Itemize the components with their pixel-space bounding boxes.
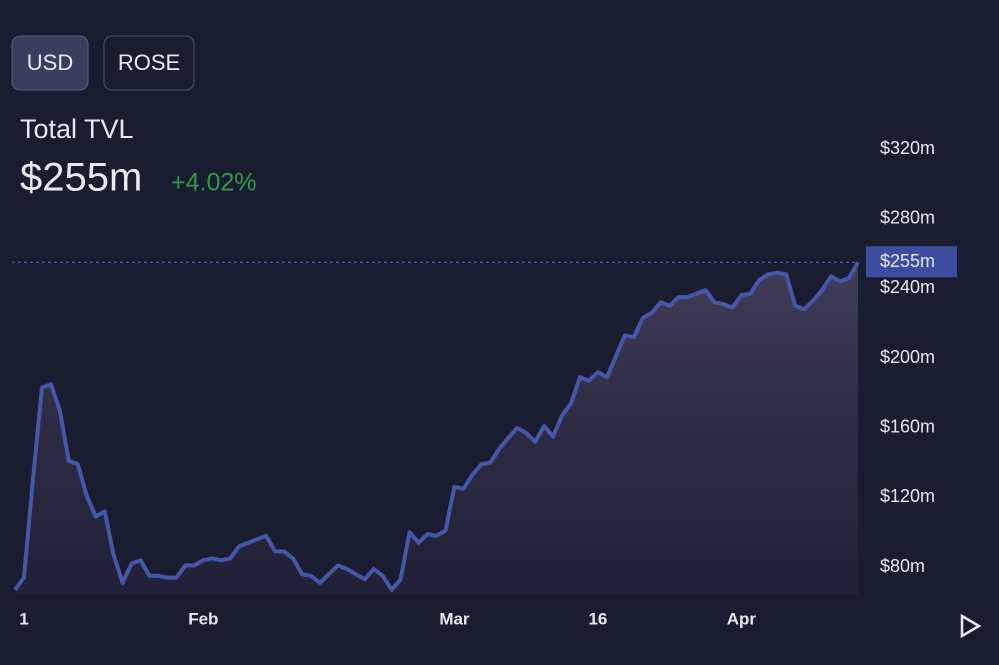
chart-title: Total TVL <box>20 114 134 144</box>
y-tick-label: $160m <box>880 417 935 437</box>
current-value: $255m <box>20 156 142 200</box>
currency-button[interactable] <box>103 35 195 91</box>
current-value-badge <box>866 246 957 278</box>
y-tick-label: $320m <box>880 138 935 158</box>
x-tick-label: 1 <box>19 609 28 628</box>
area <box>15 262 858 595</box>
y-tick-label: $280m <box>880 207 935 227</box>
button-label[interactable]: ROSE <box>118 50 180 75</box>
button-label[interactable]: USD <box>27 50 73 75</box>
x-tick-label: 16 <box>588 609 607 628</box>
currency-button[interactable] <box>11 35 89 91</box>
y-tick-label: $80m <box>880 556 925 576</box>
x-tick-label: Apr <box>727 609 757 628</box>
play-icon[interactable] <box>960 613 982 639</box>
y-tick-label: $240m <box>880 277 935 297</box>
current-value-badge-label: $255m <box>880 251 935 271</box>
change-value: +4.02% <box>171 169 257 197</box>
x-tick-label: Feb <box>188 609 218 628</box>
y-tick-label: $120m <box>880 486 935 506</box>
y-tick-label: $200m <box>880 347 935 367</box>
line <box>13 261 860 592</box>
x-tick-label: Mar <box>439 609 470 628</box>
